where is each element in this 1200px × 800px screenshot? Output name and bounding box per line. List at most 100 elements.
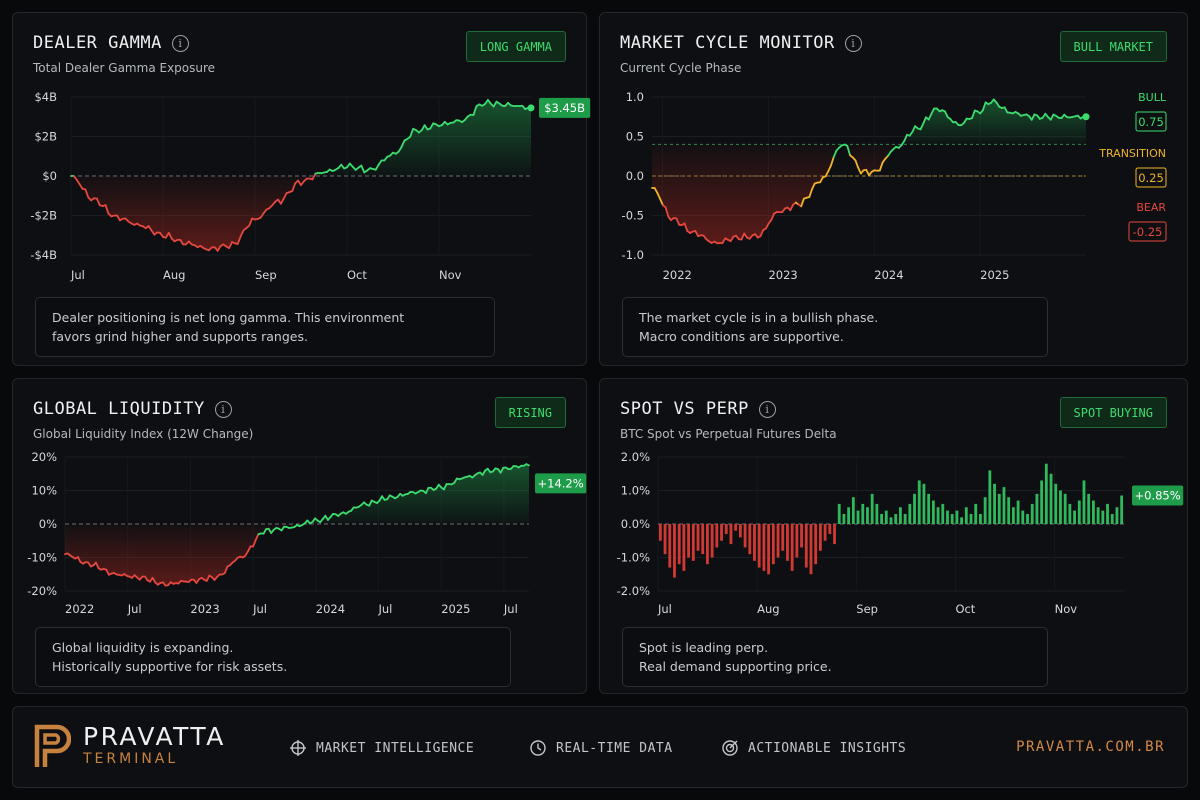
panel-subtitle: Global Liquidity Index (12W Change) bbox=[33, 427, 254, 441]
series-line-segment bbox=[811, 182, 816, 191]
value-label-bg bbox=[1132, 485, 1184, 506]
bar bbox=[729, 524, 733, 545]
note-line: Global liquidity is expanding. bbox=[52, 640, 234, 655]
bar bbox=[931, 500, 935, 524]
info-icon[interactable]: i bbox=[758, 400, 776, 418]
y-tick-label: -2.0% bbox=[617, 584, 650, 598]
bar bbox=[1044, 463, 1048, 524]
bar bbox=[757, 524, 761, 568]
zone-value-box bbox=[1135, 167, 1167, 188]
series-line-segment bbox=[1003, 106, 1009, 114]
value-label: +14.2% bbox=[538, 476, 584, 490]
bar bbox=[738, 524, 742, 538]
y-tick-label: -$2B bbox=[30, 209, 57, 223]
series-line-segment bbox=[84, 188, 90, 199]
bar bbox=[790, 524, 794, 571]
bar bbox=[691, 524, 695, 561]
series-line-segment bbox=[360, 164, 366, 174]
bar bbox=[960, 517, 964, 524]
series-line-segment bbox=[759, 229, 765, 238]
negative-area bbox=[71, 176, 531, 251]
bar bbox=[861, 503, 865, 524]
spot-vs-perp-panel: SPOT VS PERP i BTC Spot vs Perpetual Fut… bbox=[599, 378, 1188, 694]
series-line-segment bbox=[223, 565, 229, 575]
dealer-gamma-panel: DEALER GAMMA i Total Dealer Gamma Exposu… bbox=[12, 12, 591, 366]
series-line-segment bbox=[291, 182, 297, 192]
bar bbox=[823, 524, 827, 541]
bar bbox=[720, 524, 723, 541]
bar bbox=[724, 524, 728, 535]
bar bbox=[828, 524, 832, 535]
site-link[interactable]: PRAVATTA.COM.BR bbox=[1016, 739, 1165, 755]
spot-perp-chart: 2.0% 1.0% 0.0% -1.0% -2.0% Jul Aug Sep Oct Nov +0.… bbox=[617, 450, 1184, 616]
series-line-segment bbox=[429, 122, 435, 130]
brand[interactable]: PRAVATTA TERMINAL bbox=[33, 723, 226, 769]
bar bbox=[1007, 497, 1011, 524]
series-line-segment bbox=[279, 197, 285, 205]
series-line-segment bbox=[824, 170, 830, 178]
bar bbox=[941, 503, 945, 524]
global-liquidity-panel: GLOBAL LIQUIDITY i Global Liquidity Inde… bbox=[12, 378, 587, 694]
x-tick-label: Jul bbox=[657, 602, 672, 616]
panel-title-text: GLOBAL LIQUIDITY bbox=[33, 399, 205, 419]
series-line-segment bbox=[282, 192, 288, 200]
bar bbox=[1016, 500, 1020, 524]
status-badge: LONG GAMMA bbox=[465, 31, 566, 62]
bar bbox=[833, 524, 836, 545]
bar bbox=[922, 483, 926, 524]
bar bbox=[809, 524, 813, 575]
zone-label: TRANSITION bbox=[1098, 147, 1166, 160]
bar bbox=[1115, 507, 1119, 524]
info-icon[interactable]: i bbox=[844, 34, 862, 52]
insight-note: Global liquidity is expanding. Historica… bbox=[35, 627, 511, 687]
bar bbox=[658, 524, 662, 541]
x-tick-label: 2024 bbox=[874, 268, 903, 282]
footer-bar: PRAVATTA TERMINAL MARKET INTELLIGENCE RE… bbox=[12, 706, 1188, 788]
panel-title: MARKET CYCLE MONITOR i bbox=[620, 33, 862, 53]
series-line-segment bbox=[525, 463, 530, 467]
panel-subtitle: Current Cycle Phase bbox=[620, 61, 742, 75]
note-line: Dealer positioning is net long gamma. Th… bbox=[52, 310, 405, 325]
series-line-segment bbox=[216, 245, 222, 252]
y-tick-label: -10% bbox=[27, 551, 57, 565]
x-tick-label: Aug bbox=[757, 602, 779, 616]
y-tick-label: 0.0 bbox=[626, 169, 644, 183]
series-line-segment bbox=[397, 145, 403, 153]
series-line-segment bbox=[236, 235, 242, 245]
series-line-segment bbox=[765, 222, 770, 230]
series-line-segment bbox=[830, 156, 835, 167]
bar bbox=[997, 493, 1001, 524]
bar bbox=[842, 513, 846, 524]
info-icon[interactable]: i bbox=[214, 400, 232, 418]
note-line: Spot is leading perp. bbox=[639, 640, 769, 655]
note-line: Historically supportive for risk assets. bbox=[52, 659, 288, 674]
bar bbox=[753, 524, 756, 561]
series-line-segment bbox=[95, 561, 100, 570]
info-icon[interactable]: i bbox=[171, 34, 189, 52]
gamma-chart: $4B $2B $0 -$2B -$4B Jul Aug Sep Oct Nov $3.45B bbox=[30, 90, 591, 282]
insight-note: Spot is leading perp. Real demand suppor… bbox=[622, 627, 1048, 687]
feature-label: ACTIONABLE INSIGHTS bbox=[748, 740, 907, 756]
series-line-segment bbox=[832, 149, 838, 158]
panel-title-text: MARKET CYCLE MONITOR bbox=[620, 33, 835, 53]
panel-subtitle: Total Dealer Gamma Exposure bbox=[33, 61, 216, 75]
bar bbox=[762, 524, 766, 571]
bar bbox=[668, 524, 672, 568]
brand-sub: TERMINAL bbox=[83, 751, 179, 767]
bar bbox=[776, 524, 780, 558]
positive-area bbox=[71, 99, 531, 176]
bar bbox=[913, 493, 916, 524]
bar bbox=[748, 524, 752, 555]
x-tick-label: Jul bbox=[252, 602, 267, 616]
x-tick-label: Jul bbox=[127, 602, 142, 616]
bar bbox=[1087, 493, 1091, 524]
series-line-segment bbox=[400, 139, 406, 148]
bar bbox=[781, 524, 785, 551]
bar bbox=[955, 510, 959, 524]
bar bbox=[884, 510, 888, 524]
bar bbox=[1106, 503, 1109, 524]
last-point bbox=[527, 104, 535, 112]
bar bbox=[983, 497, 987, 524]
zone-value-box bbox=[1135, 111, 1167, 132]
bar bbox=[988, 470, 992, 524]
